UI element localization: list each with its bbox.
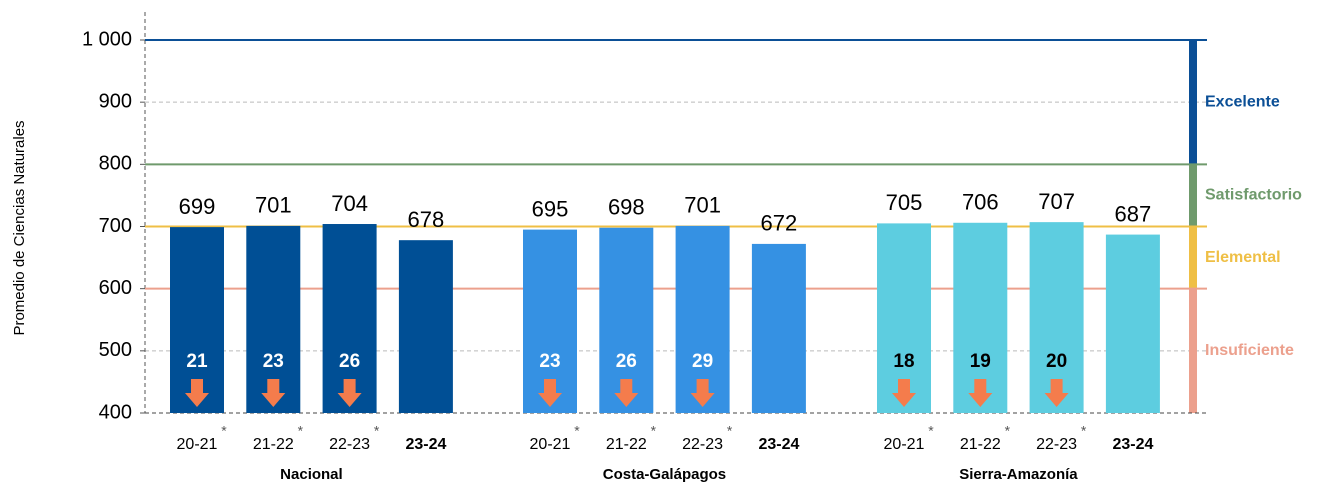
x-tick-label: 20-21 [530, 436, 571, 453]
difference-label: 23 [263, 351, 284, 372]
bar [398, 240, 453, 413]
band-bar [1189, 164, 1197, 227]
x-tick-label: 23-24 [405, 436, 446, 453]
x-tick-label: 22-23 [1036, 436, 1077, 453]
x-tick-label: 21-22 [606, 436, 647, 453]
x-tick-label: 22-23 [682, 436, 723, 453]
x-tick-label: 23-24 [758, 436, 799, 453]
x-tick-label: 21-22 [960, 436, 1001, 453]
value-label: 698 [608, 195, 645, 220]
difference-label: 21 [186, 351, 208, 372]
value-label: 701 [255, 193, 292, 218]
difference-label: 26 [616, 351, 637, 372]
value-label: 707 [1038, 189, 1075, 214]
y-tick-label: 1 000 [82, 28, 132, 50]
bar [1105, 234, 1160, 413]
value-label: 704 [331, 191, 368, 216]
band-bar [1189, 40, 1197, 165]
band-label: Insuficiente [1205, 342, 1294, 359]
y-tick-label: 500 [99, 339, 132, 361]
footnote-marker: * [651, 423, 657, 439]
value-label: 699 [179, 194, 216, 219]
y-axis-label: Promedio de Ciencias Naturales [11, 120, 28, 335]
y-tick-label: 900 [99, 90, 132, 112]
down-arrow [1044, 379, 1069, 407]
x-tick-label: 20-21 [177, 436, 218, 453]
footnote-marker: * [221, 423, 227, 439]
x-tick-label: 21-22 [253, 436, 294, 453]
difference-label: 19 [970, 351, 991, 372]
group-label: Nacional [280, 466, 343, 483]
down-arrow [538, 379, 562, 407]
down-arrow [614, 379, 639, 407]
value-label: 706 [962, 190, 999, 215]
value-label: 672 [761, 211, 798, 236]
footnote-marker: * [374, 423, 380, 439]
down-arrow [690, 379, 715, 407]
footnote-marker: * [574, 423, 580, 439]
footnote-marker: * [727, 423, 733, 439]
x-tick-label: 23-24 [1112, 436, 1153, 453]
down-arrow [185, 379, 209, 407]
band-bar [1189, 226, 1197, 289]
down-arrow [892, 379, 916, 407]
down-arrow [968, 379, 993, 407]
footnote-marker: * [1005, 423, 1011, 439]
y-tick-label: 600 [99, 277, 132, 299]
group-label: Costa-Galápagos [603, 466, 726, 483]
band-label: Satisfactorio [1205, 187, 1302, 204]
bar [751, 243, 806, 413]
band-label: Excelente [1205, 93, 1280, 110]
down-arrow [337, 379, 362, 407]
y-tick-label: 800 [99, 153, 132, 175]
footnote-marker: * [298, 423, 304, 439]
value-label: 687 [1115, 201, 1152, 226]
value-label: 705 [886, 190, 923, 215]
difference-label: 23 [539, 351, 560, 372]
value-label: 678 [408, 207, 445, 232]
difference-label: 29 [692, 351, 713, 372]
band-bar [1189, 288, 1197, 413]
value-label: 695 [532, 196, 569, 221]
difference-label: 18 [893, 351, 914, 372]
group-label: Sierra-Amazonía [959, 466, 1078, 483]
x-tick-label: 22-23 [329, 436, 370, 453]
value-label: 701 [684, 193, 721, 218]
difference-label: 26 [339, 351, 360, 372]
footnote-marker: * [1081, 423, 1087, 439]
x-tick-label: 20-21 [884, 436, 925, 453]
difference-label: 20 [1046, 351, 1067, 372]
y-tick-label: 400 [99, 401, 132, 423]
band-label: Elemental [1205, 249, 1281, 266]
down-arrow [261, 379, 286, 407]
y-tick-label: 700 [99, 215, 132, 237]
footnote-marker: * [928, 423, 934, 439]
